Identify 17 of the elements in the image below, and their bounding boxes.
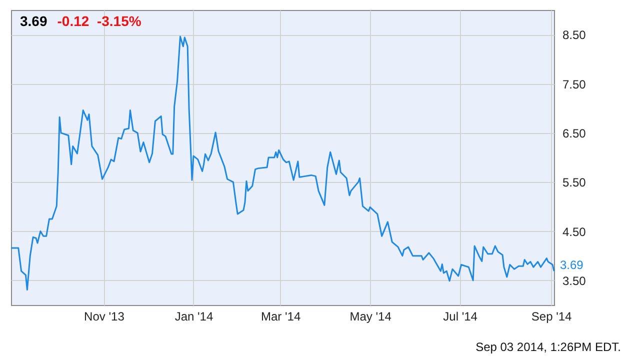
y-tick-label: 7.50 [562,77,586,92]
y-tick-label: 5.50 [562,176,586,190]
y-tick-label: 6.50 [562,126,586,140]
x-tick-label: Sep '14 [531,310,572,324]
y-tick-label: 4.50 [562,224,586,239]
x-tick-label: Nov '13 [84,310,125,324]
x-tick-label: Jul '14 [443,310,478,324]
text: Sep 03 2014, 1:26PM EDT. [476,340,621,354]
x-tick-label: May '14 [350,310,392,324]
line-series [10,36,555,291]
annotation: 3.69 [560,258,584,272]
chart-title: 3.69 [20,13,48,29]
x-tick-label: Jan '14 [174,310,214,324]
y-tick-label: 8.50 [562,28,586,42]
chart-subtitle: -0.12 -3.15% [57,13,142,29]
x-tick-label: Mar '14 [260,310,301,324]
y-tick-label: 3.50 [562,274,586,288]
